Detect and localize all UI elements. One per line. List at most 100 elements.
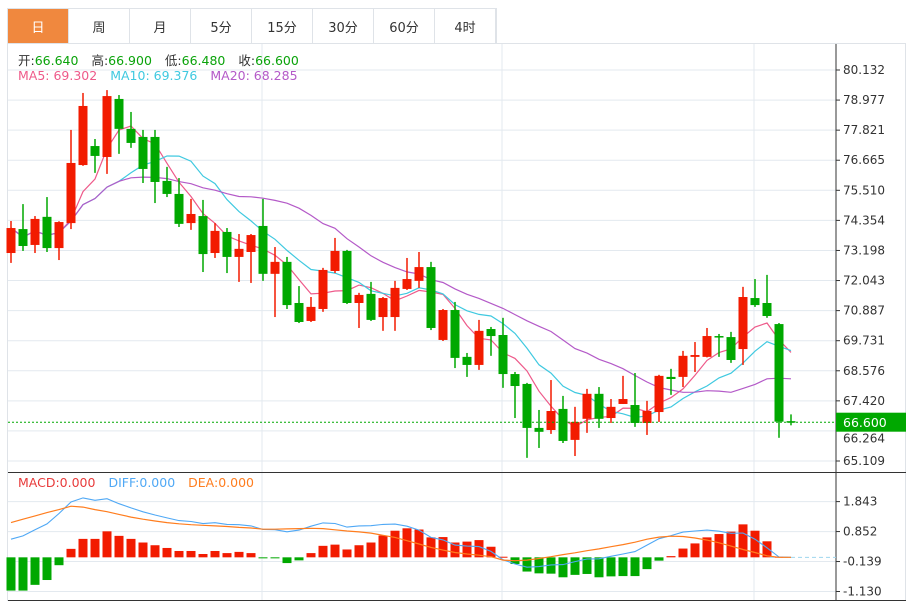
tab-0[interactable]: 日 bbox=[8, 9, 69, 44]
open-value: 66.640 bbox=[34, 53, 79, 68]
candle-down bbox=[522, 383, 532, 428]
candle-down bbox=[42, 216, 52, 249]
ma20-value: MA20: 68.285 bbox=[210, 68, 298, 83]
macd-tick-label: 1.843 bbox=[843, 495, 877, 509]
candle-down bbox=[462, 356, 472, 365]
dea-value: DEA:0.000 bbox=[188, 475, 255, 490]
macd-bar bbox=[534, 557, 544, 574]
candle-up bbox=[618, 399, 628, 404]
tab-1[interactable]: 周 bbox=[69, 9, 130, 44]
low-value: 66.480 bbox=[181, 53, 226, 68]
macd-bar bbox=[258, 557, 268, 559]
candle-down bbox=[258, 225, 268, 274]
macd-bar bbox=[306, 553, 316, 558]
high-value: 66.900 bbox=[108, 53, 152, 68]
candle-up bbox=[702, 336, 712, 357]
candle-down bbox=[630, 405, 640, 423]
candle-up bbox=[246, 235, 256, 252]
macd-bar bbox=[150, 545, 160, 558]
price-tick-label: 72.043 bbox=[843, 274, 885, 288]
candle-up bbox=[606, 406, 616, 419]
high-label: 高: bbox=[91, 53, 109, 68]
macd-bar bbox=[546, 557, 556, 574]
tab-2[interactable]: 月 bbox=[130, 9, 191, 44]
price-tick-label: 68.576 bbox=[843, 364, 885, 378]
candle-down bbox=[510, 374, 520, 387]
macd-bar bbox=[570, 557, 580, 575]
open-label: 开: bbox=[18, 53, 35, 68]
price-tick-label: 78.977 bbox=[843, 93, 885, 107]
macd-bar bbox=[234, 551, 244, 558]
macd-bar bbox=[198, 554, 208, 558]
price-tick-label: 74.354 bbox=[843, 213, 885, 227]
candle-up bbox=[306, 306, 316, 321]
macd-bar bbox=[270, 557, 280, 559]
candle-down bbox=[786, 421, 796, 423]
macd-bar bbox=[654, 557, 664, 561]
price-tick-label: 69.731 bbox=[843, 334, 885, 348]
tab-3[interactable]: 5分 bbox=[191, 9, 252, 44]
candle-down bbox=[174, 193, 184, 224]
candle-down bbox=[126, 128, 136, 143]
low-label: 低: bbox=[164, 53, 182, 68]
candle-down bbox=[774, 324, 784, 422]
candle-down bbox=[114, 98, 124, 129]
macd-info: MACD:0.000 DIFF:0.000 DEA:0.000 bbox=[18, 475, 254, 490]
candle-down bbox=[366, 293, 376, 320]
price-tick-label: 76.665 bbox=[843, 153, 885, 167]
macd-bar bbox=[762, 541, 772, 558]
price-tick-label: 77.821 bbox=[843, 123, 885, 137]
ma20-line bbox=[10, 176, 792, 393]
candle-up bbox=[414, 267, 424, 281]
candle-down bbox=[150, 136, 160, 182]
macd-bar bbox=[6, 557, 16, 591]
price-tick-label: 66.264 bbox=[843, 432, 885, 446]
macd-bar bbox=[702, 537, 712, 558]
macd-bar bbox=[282, 557, 292, 564]
price-tick-label: 70.887 bbox=[843, 304, 885, 318]
macd-bar bbox=[666, 556, 676, 558]
candle-up bbox=[402, 279, 412, 289]
candle-down bbox=[426, 267, 436, 328]
macd-bar bbox=[42, 557, 52, 581]
macd-tick-label: -1.130 bbox=[843, 585, 882, 599]
candle-up bbox=[474, 330, 484, 365]
candle-up bbox=[270, 261, 280, 274]
macd-bar bbox=[450, 542, 460, 558]
macd-bar bbox=[186, 550, 196, 558]
candle-down bbox=[282, 261, 292, 306]
macd-bar bbox=[738, 524, 748, 558]
macd-bar bbox=[318, 545, 328, 558]
macd-bar bbox=[210, 550, 220, 558]
macd-bar bbox=[594, 557, 604, 578]
candle-up bbox=[102, 96, 112, 157]
macd-bar bbox=[402, 528, 412, 558]
macd-bar bbox=[726, 531, 736, 558]
macd-tick-label: -0.139 bbox=[843, 555, 882, 569]
tab-5[interactable]: 30分 bbox=[313, 9, 374, 44]
tab-6[interactable]: 60分 bbox=[374, 9, 435, 44]
candle-down bbox=[18, 229, 28, 246]
candle-down bbox=[90, 146, 100, 156]
candle-up bbox=[738, 297, 748, 350]
candle-up bbox=[330, 250, 340, 271]
candle-up bbox=[66, 162, 76, 224]
candle-down bbox=[294, 302, 304, 322]
candle-up bbox=[318, 269, 328, 309]
candle-up bbox=[570, 421, 580, 440]
macd-bar bbox=[750, 530, 760, 558]
tab-4[interactable]: 15分 bbox=[252, 9, 313, 44]
tab-7[interactable]: 4时 bbox=[435, 9, 496, 44]
candle-up bbox=[354, 294, 364, 303]
macd-bar bbox=[366, 542, 376, 558]
macd-bar bbox=[330, 544, 340, 558]
ohlc-info: 开:66.640 高:66.900 低:66.480 收:66.600 bbox=[18, 50, 299, 69]
candle-up bbox=[582, 393, 592, 419]
macd-bar bbox=[690, 543, 700, 558]
price-tick-label: 75.510 bbox=[843, 183, 885, 197]
last-price-label: 66.600 bbox=[843, 415, 887, 430]
candle-up bbox=[642, 411, 652, 423]
macd-bar bbox=[438, 537, 448, 558]
macd-bar bbox=[354, 545, 364, 558]
